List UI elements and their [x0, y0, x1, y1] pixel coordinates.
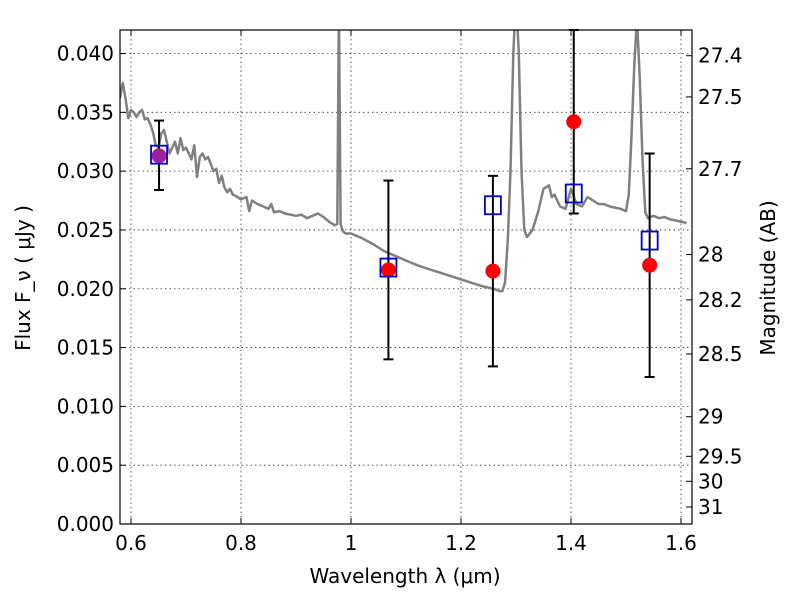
synthetic-point — [150, 144, 168, 165]
synthetic-point — [379, 257, 398, 278]
y-tick-label: 0.030 — [57, 159, 114, 183]
y-tick-label: 0.020 — [57, 277, 114, 301]
synthetic-point — [564, 183, 583, 204]
y-tick-label: 0.015 — [57, 336, 114, 360]
x-tick-label: 1.6 — [665, 531, 697, 555]
right-tick-label: 28.2 — [698, 288, 743, 312]
y-tick-label: 0.010 — [57, 394, 114, 418]
x-tick-label: 1.2 — [445, 531, 477, 555]
observed-point — [151, 148, 167, 164]
right-tick-label: 29 — [698, 405, 723, 429]
y-tick-label: 0.035 — [57, 100, 114, 124]
model-spectrum-line — [120, 30, 687, 293]
x-tick-label: 0.8 — [225, 531, 257, 555]
y-tick-label: 0.005 — [57, 453, 114, 477]
right-tick-label: 27.7 — [698, 157, 743, 181]
plot-frame — [119, 29, 693, 525]
observed-point — [566, 114, 582, 130]
x-tick-label: 1.4 — [555, 531, 587, 555]
right-tick-label: 27.4 — [698, 44, 743, 68]
right-tick-label: 27.5 — [698, 85, 743, 109]
right-tick-label: 28.5 — [698, 342, 743, 366]
observed-point — [380, 262, 396, 278]
right-tick-label: 30 — [698, 469, 723, 493]
x-axis-label: Wavelength λ (μm) — [309, 564, 500, 588]
synthetic-point — [483, 195, 502, 216]
observed-point — [642, 257, 658, 273]
axis-ticks: 0.6 0.8 1 1.2 1.4 1.6 0.000 0.005 0.010 0.015 0.02… — [57, 30, 743, 555]
plot-area — [120, 29, 687, 378]
synthetic-point — [640, 230, 659, 251]
y-tick-label: 0.000 — [57, 512, 114, 536]
observed-point — [485, 263, 501, 279]
x-tick-label: 1 — [345, 531, 358, 555]
right-tick-label: 29.5 — [698, 444, 743, 468]
right-tick-label: 31 — [698, 495, 723, 519]
y-axis-label: Flux F_ν ( μJy ) — [11, 205, 35, 351]
y-tick-label: 0.040 — [57, 42, 114, 66]
x-tick-label: 0.6 — [115, 531, 147, 555]
right-axis-label: Magnitude (AB) — [756, 200, 780, 355]
y-tick-label: 0.025 — [57, 218, 114, 242]
right-tick-label: 28 — [698, 243, 723, 267]
